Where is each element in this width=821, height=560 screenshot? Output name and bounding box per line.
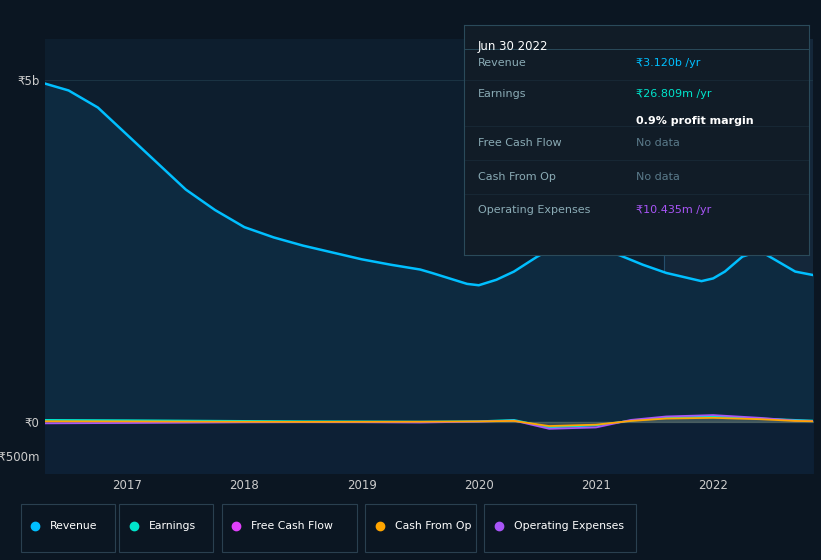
Text: ₹26.809m /yr: ₹26.809m /yr — [636, 90, 712, 100]
Text: No data: No data — [636, 138, 680, 148]
Bar — [664, 39, 813, 473]
Text: Earnings: Earnings — [478, 90, 526, 100]
Text: 0.9% profit margin: 0.9% profit margin — [636, 116, 754, 126]
Text: Revenue: Revenue — [478, 58, 526, 68]
Text: No data: No data — [636, 172, 680, 182]
Text: Free Cash Flow: Free Cash Flow — [251, 521, 333, 531]
Text: Operating Expenses: Operating Expenses — [478, 206, 590, 216]
Text: Cash From Op: Cash From Op — [478, 172, 556, 182]
Text: Jun 30 2022: Jun 30 2022 — [478, 40, 548, 53]
Text: Revenue: Revenue — [50, 521, 98, 531]
Text: Free Cash Flow: Free Cash Flow — [478, 138, 562, 148]
Text: Operating Expenses: Operating Expenses — [514, 521, 624, 531]
Text: ₹10.435m /yr: ₹10.435m /yr — [636, 206, 712, 216]
Text: Earnings: Earnings — [149, 521, 195, 531]
Text: Cash From Op: Cash From Op — [395, 521, 471, 531]
Text: ₹3.120b /yr: ₹3.120b /yr — [636, 58, 700, 68]
